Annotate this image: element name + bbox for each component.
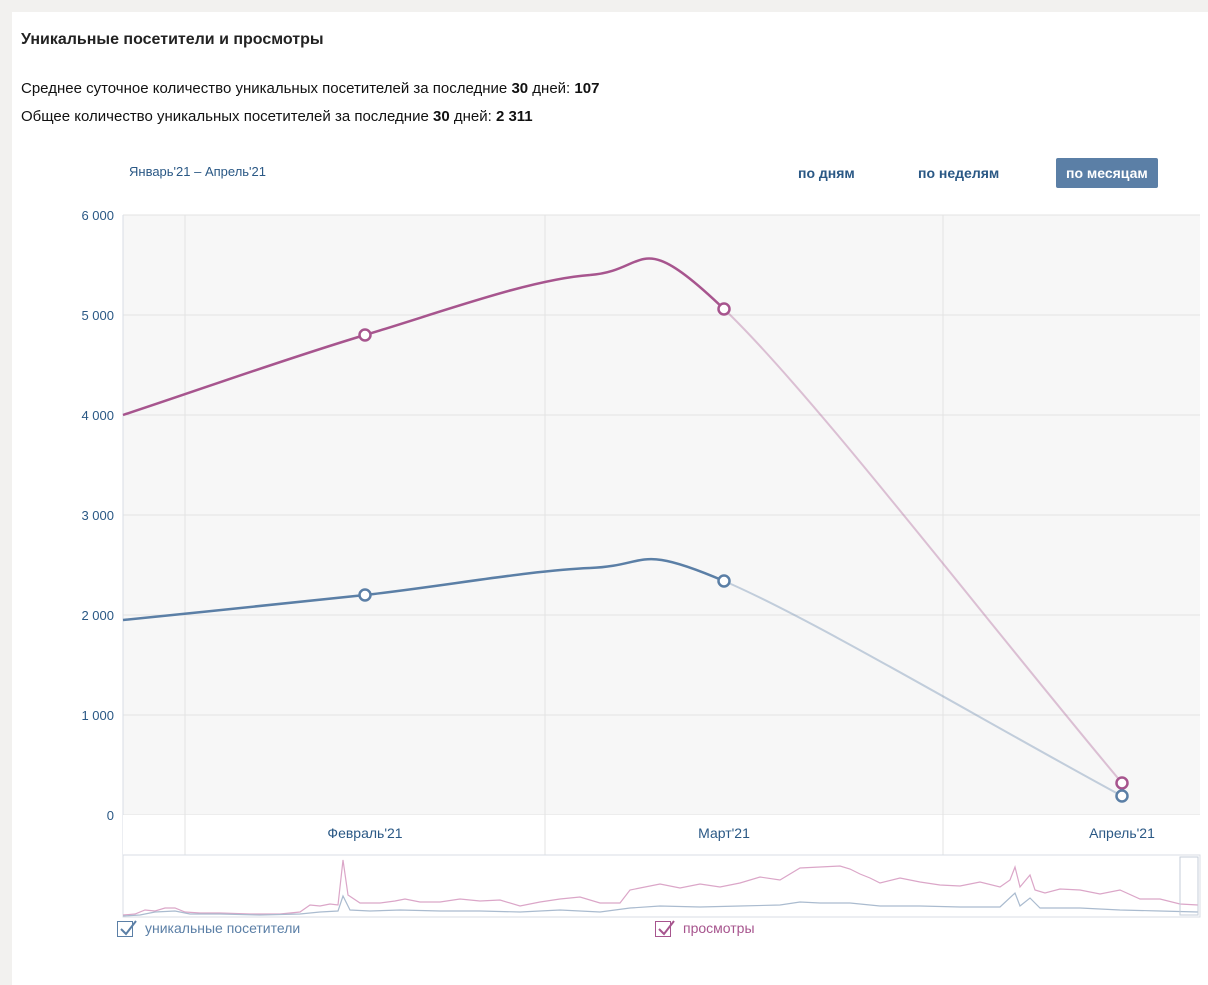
- navigator-visitors-line: [122, 891, 1199, 917]
- y-tick-label: 4 000: [81, 408, 114, 423]
- navigator-frame: [122, 854, 1201, 918]
- navigator-views-line: [122, 859, 1199, 916]
- total-visitors-text: Общее количество уникальных посетителей …: [21, 108, 533, 125]
- y-tick-label: 1 000: [81, 708, 114, 723]
- y-tick-label: 0: [107, 808, 114, 823]
- plot-background: [123, 215, 1200, 855]
- x-tick-label: Февраль'21: [327, 825, 402, 841]
- legend-visitors-label: уникальные посетители: [145, 920, 301, 936]
- series-points: [358, 302, 1129, 803]
- series-line-segment: [122, 333, 366, 417]
- series-line-segment: [589, 257, 725, 310]
- by-days-button[interactable]: по дням: [798, 165, 855, 181]
- x-tick-label: Апрель'21: [1089, 825, 1155, 841]
- data-point[interactable]: [717, 574, 731, 588]
- legend-visitors-toggle[interactable]: уникальные посетители: [117, 920, 300, 937]
- y-tick-label: 2 000: [81, 608, 114, 623]
- legend-views-label: просмотры: [683, 920, 755, 936]
- legend-views-toggle[interactable]: просмотры: [655, 920, 755, 937]
- x-axis: Февраль'21 Март'21 Апрель'21: [327, 825, 1155, 841]
- y-axis: 0 1 000 2 000 3 000 4 000 5 000 6 000: [81, 208, 114, 823]
- total-visitors-value: 2 311: [495, 108, 533, 125]
- series-line-segment: [364, 566, 591, 597]
- series-line-segment: [723, 580, 1123, 797]
- avg-days-value: 30: [511, 80, 529, 97]
- data-point[interactable]: [358, 328, 372, 342]
- checkbox-checked-icon[interactable]: [655, 920, 675, 937]
- total-days-value: 30: [432, 108, 450, 125]
- y-tick-label: 6 000: [81, 208, 114, 223]
- series-line-segment: [122, 593, 366, 622]
- data-point[interactable]: [717, 302, 731, 316]
- by-weeks-button[interactable]: по неделям: [918, 165, 1000, 181]
- date-range-label[interactable]: Январь'21 – Апрель'21: [129, 164, 266, 179]
- y-tick-label: 3 000: [81, 508, 114, 523]
- x-axis-band: [123, 815, 1200, 855]
- data-point[interactable]: [1115, 789, 1129, 803]
- gridlines: [122, 214, 1200, 855]
- data-point[interactable]: [1115, 776, 1129, 790]
- avg-daily-visitors-text: Среднее суточное количество уникальных п…: [21, 80, 600, 97]
- series-line-segment: [589, 557, 725, 583]
- range-navigator[interactable]: [122, 854, 1201, 918]
- avg-visitors-value: 107: [574, 80, 600, 97]
- y-tick-label: 5 000: [81, 308, 114, 323]
- series-lines: [122, 257, 1123, 797]
- series-line-segment: [723, 308, 1123, 784]
- data-point[interactable]: [358, 588, 372, 602]
- by-months-button[interactable]: по месяцам: [1056, 158, 1158, 188]
- navigator-handle[interactable]: [1179, 856, 1199, 916]
- page-title: Уникальные посетители и просмотры: [21, 31, 324, 48]
- series-line-segment: [364, 273, 591, 337]
- x-tick-label: Март'21: [698, 825, 750, 841]
- checkbox-checked-icon[interactable]: [117, 920, 137, 937]
